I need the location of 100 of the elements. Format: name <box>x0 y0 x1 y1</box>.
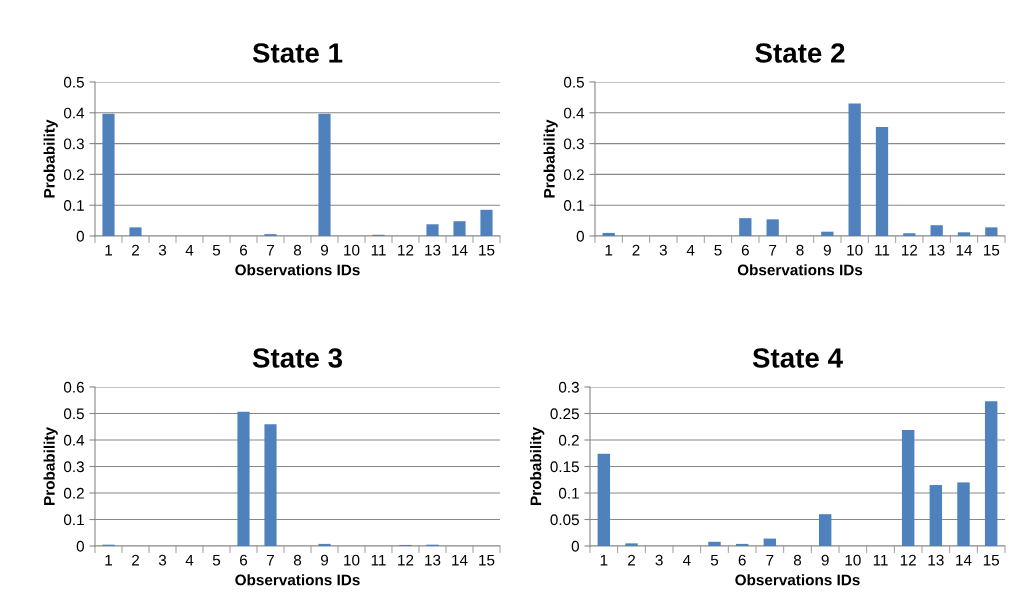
y-tick-label: 0.25 <box>550 408 579 420</box>
bar <box>821 231 834 236</box>
x-tick-label: 6 <box>741 244 749 256</box>
bar <box>264 424 277 546</box>
x-tick-label: 10 <box>344 554 360 566</box>
x-tick-label: 8 <box>793 554 802 566</box>
y-tick-label: 0.05 <box>550 514 579 526</box>
bar <box>708 541 721 546</box>
x-tick-label: 14 <box>956 244 973 256</box>
chart-title: State 2 <box>755 43 845 63</box>
bar <box>602 232 615 236</box>
x-tick-label: 15 <box>479 244 495 256</box>
chart-title: State 4 <box>752 348 843 368</box>
x-tick-label: 14 <box>452 244 468 256</box>
x-tick-label: 5 <box>714 244 722 256</box>
x-axis-title: Observations IDs <box>235 574 360 586</box>
x-tick-label: 9 <box>320 244 329 256</box>
chart-title: State 1 <box>252 43 343 63</box>
x-axis-title: Observations IDs <box>737 264 863 276</box>
y-tick-label: 0.3 <box>63 461 84 473</box>
bar <box>763 538 777 546</box>
y-tick-label: 0 <box>76 230 84 242</box>
x-tick-label: 3 <box>655 554 663 566</box>
x-tick-label: 4 <box>682 554 691 566</box>
x-tick-label: 15 <box>983 554 1000 566</box>
y-tick-label: 0.3 <box>563 138 584 150</box>
x-tick-label: 5 <box>212 244 221 256</box>
bar <box>929 485 943 546</box>
y-tick-label: 0.1 <box>563 200 584 211</box>
x-tick-label: 3 <box>158 554 167 566</box>
y-axis-title: Probability <box>543 119 558 198</box>
y-axis-title: Probability <box>43 119 58 198</box>
y-tick-label: 0.5 <box>63 76 84 88</box>
x-tick-label: 2 <box>628 554 635 566</box>
y-tick-label: 0.5 <box>563 76 584 88</box>
y-tick-label: 0.3 <box>63 138 84 150</box>
x-tick-label: 4 <box>686 244 695 256</box>
x-tick-label: 13 <box>425 244 441 256</box>
y-tick-label: 0.2 <box>563 169 584 181</box>
bar <box>597 453 611 546</box>
x-tick-label: 4 <box>185 244 194 256</box>
x-tick-label: 8 <box>796 244 804 256</box>
bar <box>426 224 439 236</box>
x-tick-label: 9 <box>823 244 831 256</box>
bar <box>735 543 749 546</box>
x-tick-label: 9 <box>320 554 329 566</box>
y-tick-label: 0 <box>571 540 579 552</box>
x-tick-label: 6 <box>240 244 248 256</box>
y-tick-label: 0.4 <box>563 107 585 119</box>
bar <box>985 227 998 236</box>
x-tick-label: 10 <box>845 554 861 566</box>
y-tick-label: 0 <box>576 230 584 242</box>
y-tick-label: 0.1 <box>558 487 579 499</box>
x-tick-label: 1 <box>605 244 613 256</box>
x-tick-label: 11 <box>873 554 888 566</box>
y-tick-label: 0.2 <box>63 169 84 181</box>
bar <box>237 411 250 546</box>
x-tick-label: 2 <box>132 554 139 566</box>
bar <box>875 126 889 236</box>
x-tick-label: 14 <box>452 554 468 566</box>
y-tick-label: 0.4 <box>63 107 85 119</box>
x-tick-label: 1 <box>600 554 608 566</box>
x-tick-label: 7 <box>769 244 777 256</box>
x-tick-label: 11 <box>371 244 386 256</box>
y-tick-label: 0 <box>76 540 84 552</box>
x-tick-label: 11 <box>371 554 386 566</box>
x-tick-label: 3 <box>659 244 667 256</box>
x-tick-label: 7 <box>766 554 774 566</box>
bar <box>318 543 331 546</box>
bar <box>957 232 971 236</box>
x-tick-label: 7 <box>267 244 274 256</box>
y-axis-title: Probability <box>530 427 545 505</box>
bar <box>818 514 832 546</box>
bar <box>480 209 493 236</box>
x-tick-label: 12 <box>902 244 918 256</box>
x-tick-label: 12 <box>398 244 414 256</box>
x-tick-label: 5 <box>710 554 719 566</box>
x-tick-label: 1 <box>105 554 112 566</box>
x-tick-label: 13 <box>928 554 944 566</box>
bar <box>903 233 916 236</box>
x-tick-label: 2 <box>632 244 640 256</box>
x-tick-label: 1 <box>105 244 112 256</box>
bar <box>453 221 466 236</box>
x-tick-label: 9 <box>821 554 829 566</box>
bar <box>739 218 752 236</box>
x-tick-label: 5 <box>212 554 221 566</box>
y-tick-label: 0.2 <box>63 487 84 499</box>
x-axis-title: Observations IDs <box>235 264 360 276</box>
x-tick-label: 7 <box>267 554 274 566</box>
x-tick-label: 10 <box>847 244 863 256</box>
bar <box>102 113 115 236</box>
y-tick-label: 0.5 <box>63 408 84 420</box>
x-tick-label: 13 <box>929 244 945 256</box>
y-tick-label: 0.4 <box>63 434 85 446</box>
y-tick-label: 0.6 <box>63 381 84 393</box>
bar <box>901 429 915 546</box>
y-tick-label: 0.2 <box>558 434 579 446</box>
bar <box>930 225 943 236</box>
bar <box>984 401 998 546</box>
x-tick-label: 12 <box>398 554 414 566</box>
